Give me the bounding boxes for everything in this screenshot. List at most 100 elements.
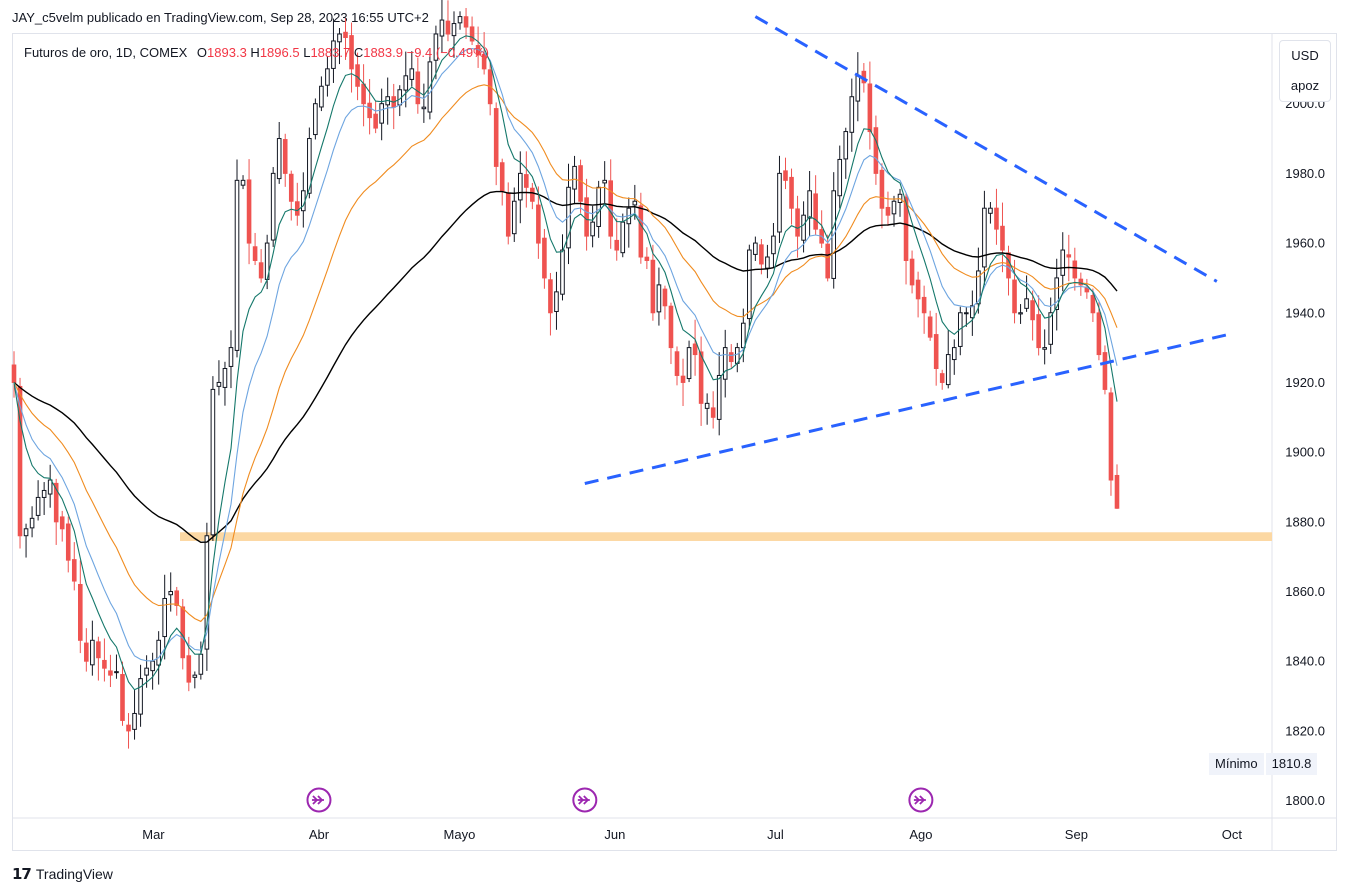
candle	[656, 267, 662, 326]
brand[interactable]: 𝟭𝟳 TradingView	[12, 865, 113, 883]
candle	[47, 464, 53, 508]
candle	[445, 0, 451, 42]
candle	[668, 302, 674, 365]
candle	[1096, 302, 1102, 361]
chart-legend: Futuros de oro, 1D, COMEX O1893.3 H1896.…	[24, 45, 489, 60]
candle	[524, 151, 529, 208]
x-tick-label: Ago	[909, 827, 932, 842]
candle	[409, 51, 415, 87]
candle	[753, 236, 758, 261]
candle	[578, 159, 583, 213]
brand-name: TradingView	[35, 866, 113, 882]
x-tick-label: Mayo	[444, 827, 476, 842]
support-zone	[180, 532, 1272, 541]
symbol-label: Futuros de oro, 1D, COMEX	[24, 45, 188, 60]
candles	[11, 0, 1120, 749]
candle	[644, 247, 650, 270]
y-tick-label: 1820.0	[1285, 723, 1325, 738]
candle	[807, 171, 812, 237]
candle	[331, 18, 336, 83]
candle	[674, 346, 680, 386]
x-axis: Mar Abr Mayo Jun Jul Ago Sep Oct	[142, 827, 1242, 842]
candle	[307, 127, 312, 199]
event-markers	[306, 787, 934, 813]
candle	[78, 560, 83, 654]
price-scale-mode[interactable]: apoz	[1290, 78, 1320, 93]
candle	[891, 195, 897, 227]
high-label: H	[250, 45, 260, 60]
candle	[536, 186, 541, 259]
candle	[511, 187, 517, 242]
candle	[686, 340, 692, 383]
candle	[1060, 232, 1066, 292]
x-tick-label: Jun	[604, 827, 625, 842]
x-tick-label: Mar	[142, 827, 165, 842]
candle	[1084, 278, 1090, 299]
currency-box[interactable]: USD apoz	[1279, 40, 1331, 102]
candle	[957, 306, 963, 356]
candle	[367, 79, 372, 135]
candle	[397, 85, 403, 117]
candle	[439, 0, 445, 53]
candle	[554, 271, 559, 330]
candle	[457, 11, 463, 30]
publisher-line: JAY_c5velm publicado en TradingView.com,…	[12, 10, 429, 25]
high-value: 1896.5	[259, 45, 300, 60]
open-label: O	[196, 45, 208, 60]
candle	[903, 193, 909, 285]
candle	[469, 16, 475, 46]
candle	[337, 28, 342, 65]
y-tick-label: 1900.0	[1285, 445, 1325, 460]
candle	[915, 271, 921, 318]
candle	[451, 11, 457, 58]
candle	[722, 329, 728, 398]
event-icon[interactable]	[572, 787, 598, 813]
candle	[716, 352, 722, 436]
candle	[186, 636, 192, 692]
candle	[505, 182, 511, 245]
candle	[403, 51, 409, 108]
event-icon[interactable]	[306, 787, 332, 813]
candle	[102, 638, 107, 682]
candle	[747, 244, 752, 330]
candle	[638, 192, 644, 264]
candle	[970, 290, 975, 336]
candle	[433, 25, 439, 80]
candle	[349, 22, 354, 93]
moving-average-line	[13, 48, 1118, 662]
x-tick-label: Sep	[1065, 827, 1088, 842]
x-tick-label: Jul	[767, 827, 784, 842]
x-tick-label: Abr	[309, 827, 330, 842]
candle	[35, 480, 41, 521]
currency-code[interactable]: USD	[1291, 48, 1319, 63]
moving-average-line	[13, 35, 1118, 691]
candle	[933, 312, 939, 386]
y-tick-label: 1980.0	[1285, 166, 1325, 181]
candle	[680, 358, 686, 407]
candle	[614, 218, 620, 261]
candle	[530, 182, 535, 210]
candle	[939, 369, 945, 390]
event-icon[interactable]	[908, 787, 934, 813]
candle	[843, 127, 849, 179]
candle	[849, 78, 855, 152]
candle	[951, 339, 957, 375]
candle	[994, 188, 999, 245]
y-axis: 1800.0 1820.0 1840.0 1860.0 1880.0 1900.0 1920…	[1285, 96, 1325, 808]
candle	[1000, 202, 1005, 273]
minimum-label: Mínimo	[1209, 753, 1264, 775]
candle	[976, 247, 981, 314]
candle	[282, 133, 288, 187]
candle	[90, 620, 95, 676]
candle	[813, 175, 818, 235]
candle	[542, 228, 547, 289]
candle	[831, 172, 837, 289]
candle	[945, 330, 951, 389]
candle	[692, 319, 698, 376]
change-value: −9.4 (−0.49%)	[406, 45, 489, 60]
candle	[210, 376, 216, 541]
y-tick-label: 1840.0	[1285, 654, 1325, 669]
candle	[1114, 464, 1120, 509]
candle	[391, 83, 397, 130]
